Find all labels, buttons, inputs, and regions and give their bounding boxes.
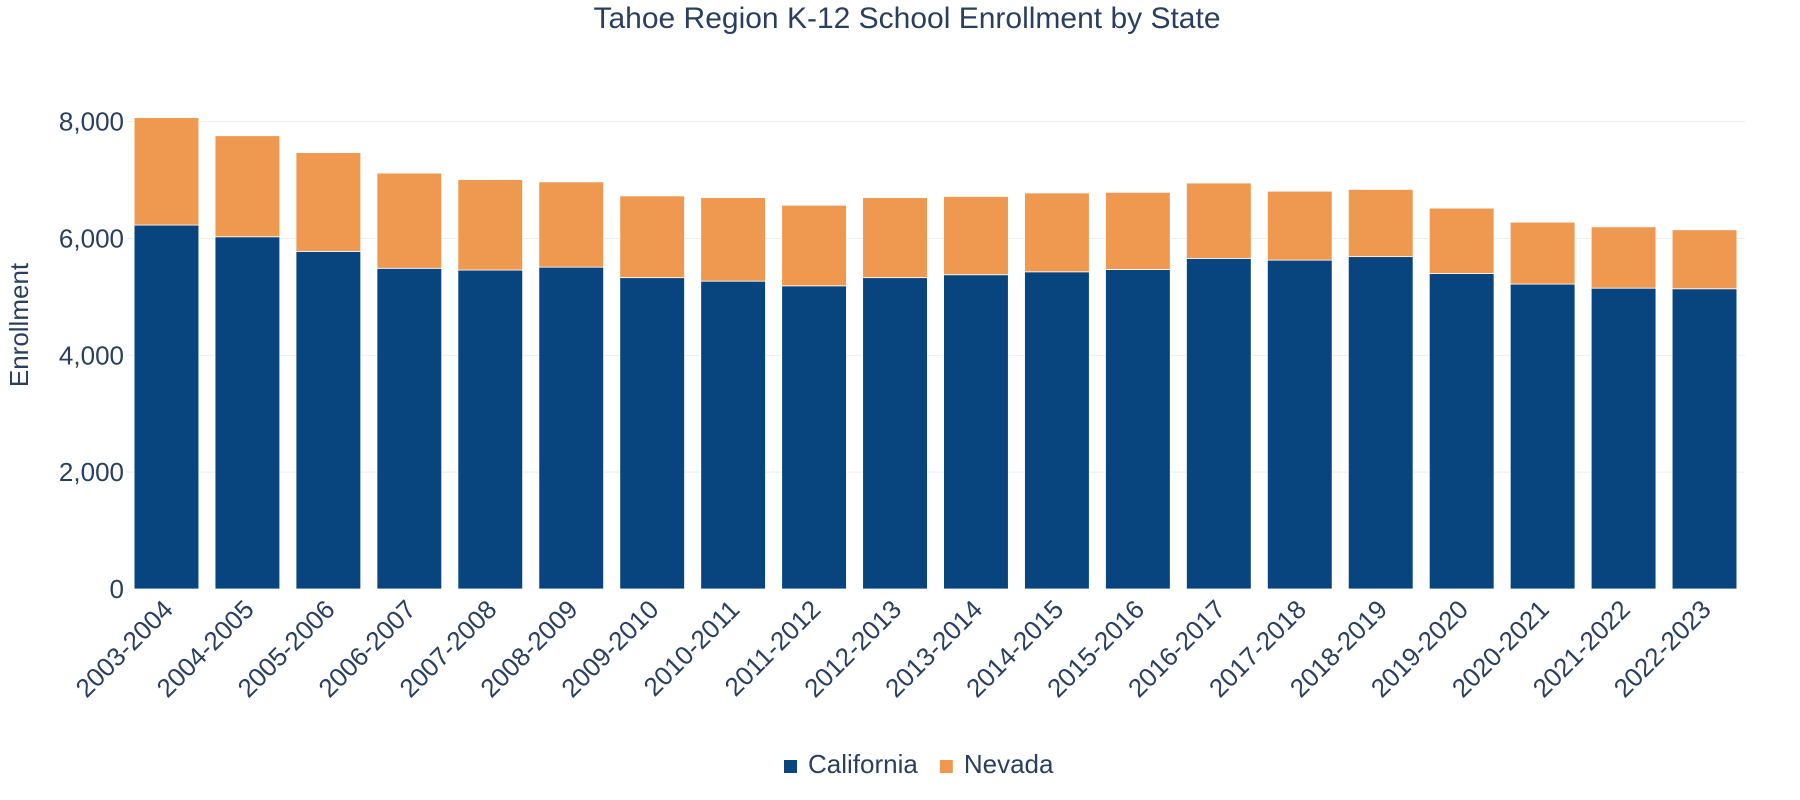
bar-california-2014-2015[interactable] [1024,271,1090,590]
bar-nevada-2005-2006[interactable] [295,152,362,252]
legend-label-california[interactable]: California [808,749,918,779]
bar-california-2005-2006[interactable] [295,250,362,590]
bar-california-2019-2020[interactable] [1428,273,1495,590]
y-axis-ticks: 0 2,000 4,000 6,000 8,000 [59,107,124,604]
bar-california-2010-2011[interactable] [700,280,766,590]
bar-nevada-2014-2015[interactable] [1024,192,1090,273]
bar-california-2015-2016[interactable] [1105,269,1171,590]
legend-swatch-california [784,760,797,773]
bar-california-2018-2019[interactable] [1347,256,1414,590]
bar-nevada-2004-2005[interactable] [214,135,281,238]
bar-nevada-2021-2022[interactable] [1590,226,1657,289]
bar-nevada-2018-2019[interactable] [1347,189,1414,258]
bar-california-2004-2005[interactable] [214,236,281,590]
bar-nevada-2012-2013[interactable] [862,197,928,279]
bar-nevada-2011-2012[interactable] [781,204,847,287]
legend: California Nevada [784,749,1054,779]
bar-nevada-2022-2023[interactable] [1671,229,1738,290]
bar-california-2006-2007[interactable] [376,267,443,590]
bar-california-2007-2008[interactable] [457,269,524,590]
y-tick-label: 0 [110,574,124,604]
bar-california-2017-2018[interactable] [1266,259,1333,590]
bar-california-2020-2021[interactable] [1509,283,1576,590]
bar-california-2011-2012[interactable] [781,285,847,590]
legend-label-nevada[interactable]: Nevada [964,749,1054,779]
bar-nevada-2015-2016[interactable] [1105,191,1171,270]
y-tick-label: 8,000 [59,107,124,137]
bar-california-2009-2010[interactable] [619,277,685,590]
bar-california-2013-2014[interactable] [943,274,1009,590]
bar-nevada-2017-2018[interactable] [1266,190,1333,261]
gridlines [126,121,1745,473]
bars [133,117,1738,590]
y-axis-label: Enrollment [4,262,34,387]
bar-california-2022-2023[interactable] [1671,288,1738,590]
y-tick-label: 4,000 [59,340,124,370]
bar-california-2008-2009[interactable] [538,266,605,590]
bar-nevada-2006-2007[interactable] [376,172,443,269]
y-tick-label: 6,000 [59,224,124,254]
chart-title: Tahoe Region K-12 School Enrollment by S… [593,2,1220,35]
x-axis-ticks: 2003-20042004-20052005-20062006-20072007… [70,594,1717,703]
bar-nevada-2019-2020[interactable] [1428,207,1495,274]
bar-california-2016-2017[interactable] [1186,257,1252,590]
bar-nevada-2016-2017[interactable] [1186,182,1252,259]
bar-california-2021-2022[interactable] [1590,287,1657,590]
bar-nevada-2003-2004[interactable] [133,117,200,226]
y-tick-label: 2,000 [59,457,124,487]
bar-california-2003-2004[interactable] [133,224,200,590]
bar-nevada-2020-2021[interactable] [1509,221,1576,285]
bar-nevada-2009-2010[interactable] [619,195,685,279]
legend-swatch-nevada [939,760,953,773]
bar-nevada-2007-2008[interactable] [457,179,524,271]
bar-nevada-2010-2011[interactable] [700,197,766,282]
bar-california-2012-2013[interactable] [862,277,928,590]
bar-nevada-2008-2009[interactable] [538,181,605,268]
bar-nevada-2013-2014[interactable] [943,196,1009,276]
